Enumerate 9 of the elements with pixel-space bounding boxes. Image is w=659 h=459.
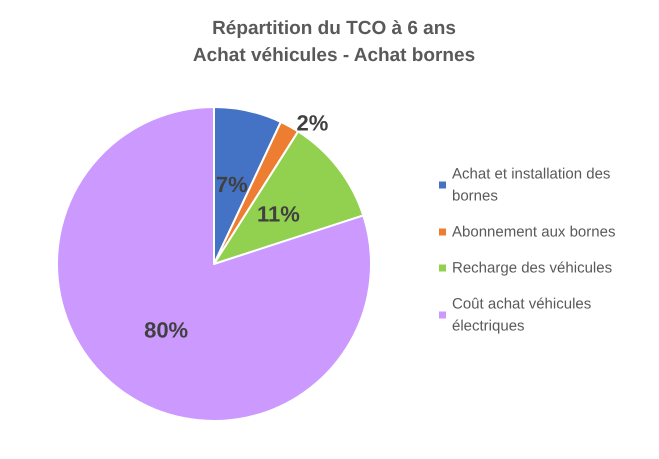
legend-label: Achat et installation des bornes	[452, 166, 615, 204]
legend-label: Recharge des véhicules	[452, 260, 612, 276]
data-label: 2%	[296, 110, 328, 136]
legend-label: Abonnement aux bornes	[452, 224, 616, 240]
data-label: 80%	[144, 317, 188, 342]
chart-title: Répartition du TCO à 6 ans Achat véhicules - Achat bornes	[192, 18, 476, 66]
legend-label: Coût achat véhicules électriques	[452, 296, 596, 334]
data-label: 7%	[216, 172, 248, 197]
data-label: 11%	[256, 202, 300, 227]
